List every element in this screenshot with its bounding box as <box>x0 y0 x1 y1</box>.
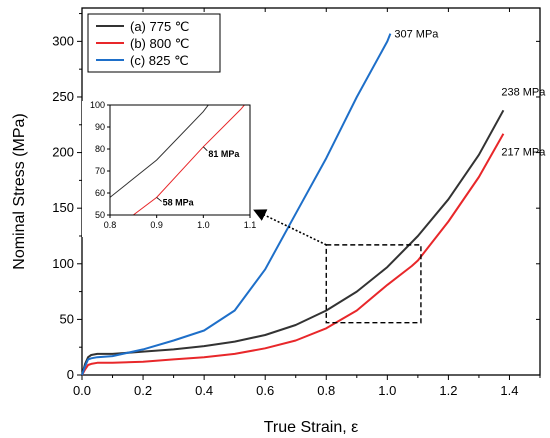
legend-label-1: (a) 775 ℃ <box>130 19 189 34</box>
inset-y-tick-label: 50 <box>95 210 105 220</box>
y-tick-label: 300 <box>52 33 74 48</box>
x-tick-label: 1.2 <box>439 383 457 398</box>
inset-frame <box>109 104 251 216</box>
endpoint-annotation: 307 MPa <box>394 29 439 41</box>
y-tick-label: 150 <box>52 200 74 215</box>
y-tick-label: 100 <box>52 256 74 271</box>
legend: (a) 775 ℃ (b) 800 ℃ (c) 825 ℃ <box>87 13 221 73</box>
inset-annotation: 81 MPa <box>208 149 240 159</box>
inset-x-tick-label: 1.0 <box>197 220 210 230</box>
inset-y-tick-label: 60 <box>95 188 105 198</box>
x-tick-label: 1.0 <box>378 383 396 398</box>
zoom-box <box>325 244 422 324</box>
inset-y-tick-label: 100 <box>90 100 105 110</box>
endpoint-annotation: 238 MPa <box>501 86 546 98</box>
x-tick-label: 0.6 <box>256 383 274 398</box>
series-line-2 <box>81 133 505 376</box>
series-line-3 <box>81 33 392 376</box>
inset-x-tick-label: 1.1 <box>244 220 257 230</box>
y-tick-label: 0 <box>67 367 74 382</box>
inset-x-tick-label: 0.8 <box>104 220 117 230</box>
x-tick-label: 0.2 <box>134 383 152 398</box>
y-tick-label: 200 <box>52 145 74 160</box>
y-axis-title: Nominal Stress (MPa) <box>11 113 28 269</box>
inset-y-tick-label: 70 <box>95 166 105 176</box>
legend-label-3: (c) 825 ℃ <box>130 53 189 68</box>
inset-y-tick-label: 90 <box>95 122 105 132</box>
inset-plot: 0.8 0.9 1.0 1.1 50 60 70 80 90 100 81 MPa 58 MPa <box>82 100 258 237</box>
inset-y-tick-label: 80 <box>95 144 105 154</box>
x-tick-label: 0.0 <box>73 383 91 398</box>
y-tick-label: 250 <box>52 89 74 104</box>
zoom-arrow <box>253 209 327 246</box>
x-tick-label: 0.8 <box>317 383 335 398</box>
x-tick-label: 0.4 <box>195 383 213 398</box>
inset-background <box>82 101 258 237</box>
series-line-1 <box>81 109 505 376</box>
inset-annotation-pointer <box>203 146 208 152</box>
inset-x-tick-label: 0.9 <box>150 220 163 230</box>
inset-annotation: 58 MPa <box>163 197 195 207</box>
x-axis-title: True Strain, ε <box>264 419 359 436</box>
x-tick-label: 1.4 <box>500 383 518 398</box>
endpoint-annotation: 217 MPa <box>501 147 546 159</box>
main-plot-area: 0.0 0.2 0.4 0.6 0.8 1.0 1.2 1.4 0 50 100 150 200 250 3… <box>11 7 546 436</box>
y-tick-label: 50 <box>60 311 74 326</box>
inset-annotation-pointer <box>156 197 162 202</box>
legend-label-2: (b) 800 ℃ <box>130 36 189 51</box>
